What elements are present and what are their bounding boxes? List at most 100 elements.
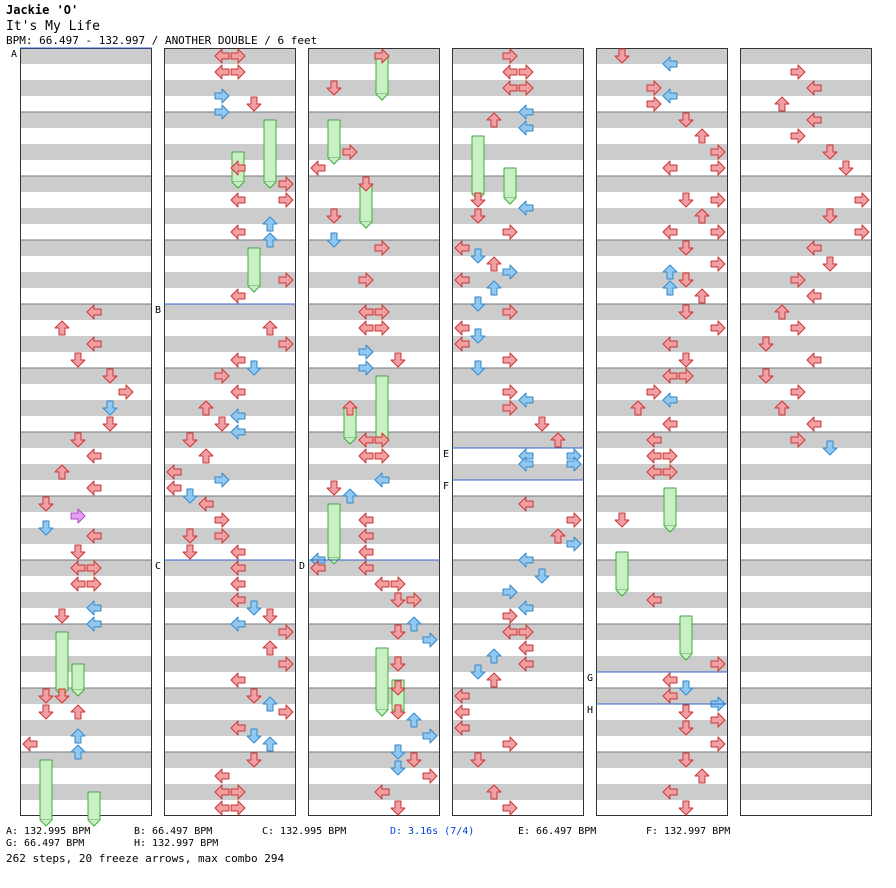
arrow-up-icon [486, 648, 502, 664]
arrow-right-icon [278, 272, 294, 288]
arrow-down-icon [470, 752, 486, 768]
arrow-right-icon [214, 512, 230, 528]
arrow-up-icon [774, 400, 790, 416]
arrow-right-icon [230, 64, 246, 80]
arrow-left-icon [806, 288, 822, 304]
arrow-left-icon [358, 304, 374, 320]
arrow-right-icon [710, 160, 726, 176]
arrow-left-icon [230, 576, 246, 592]
stripe [20, 624, 152, 640]
stripe [452, 48, 584, 64]
arrow-left-icon [86, 304, 102, 320]
arrow-up-icon [54, 464, 70, 480]
arrow-up-icon [262, 320, 278, 336]
stripe [452, 656, 584, 672]
stripe [452, 272, 584, 288]
arrow-right-icon [710, 144, 726, 160]
stripe [452, 112, 584, 128]
arrow-right-icon [854, 192, 870, 208]
arrow-up-icon [774, 304, 790, 320]
arrow-left-icon [310, 560, 326, 576]
arrow-left-icon [806, 112, 822, 128]
step-summary: 262 steps, 20 freeze arrows, max combo 2… [6, 852, 285, 865]
arrow-right-icon [502, 48, 518, 64]
freeze-arrow-tail [87, 819, 101, 827]
arrow-down-icon [358, 176, 374, 192]
arrow-left-icon [230, 616, 246, 632]
stripe [308, 80, 440, 96]
arrow-down-icon [70, 352, 86, 368]
stripe [740, 624, 872, 640]
chart-meta: BPM: 66.497 - 132.997 / ANOTHER DOUBLE /… [6, 34, 318, 47]
arrow-down-icon [246, 752, 262, 768]
arrow-right-icon [502, 608, 518, 624]
arrow-left-icon [518, 656, 534, 672]
stripe [740, 720, 872, 736]
stripe [452, 304, 584, 320]
stripe [452, 144, 584, 160]
stripe [740, 272, 872, 288]
arrow-left-icon [646, 464, 662, 480]
arrow-right-icon [374, 48, 390, 64]
arrow-left-icon [230, 544, 246, 560]
stripe [308, 400, 440, 416]
stripe [20, 752, 152, 768]
arrow-left-icon [502, 64, 518, 80]
arrow-left-icon [86, 336, 102, 352]
stripe [452, 336, 584, 352]
arrow-down-icon [246, 360, 262, 376]
stripe [452, 80, 584, 96]
arrow-down-icon [406, 752, 422, 768]
arrow-left-icon [662, 160, 678, 176]
arrow-left-icon [214, 48, 230, 64]
stripe [164, 176, 296, 192]
arrow-left-icon [454, 688, 470, 704]
section-marker-d: D [299, 561, 305, 572]
freeze-arrow [71, 663, 85, 691]
arrow-down-icon [822, 256, 838, 272]
arrow-down-icon [678, 680, 694, 696]
arrow-left-icon [86, 616, 102, 632]
stripe [164, 624, 296, 640]
arrow-down-icon [838, 160, 854, 176]
stripe [308, 432, 440, 448]
arrow-left-icon [230, 720, 246, 736]
freeze-arrow-tail [375, 93, 389, 101]
arrow-right-icon [214, 472, 230, 488]
arrow-down-icon [678, 720, 694, 736]
stripe [452, 400, 584, 416]
arrow-right-icon [518, 64, 534, 80]
arrow-up-icon [774, 96, 790, 112]
stripe [308, 592, 440, 608]
stripe [740, 144, 872, 160]
arrow-left-icon [230, 424, 246, 440]
arrow-down-icon [614, 48, 630, 64]
stripe [20, 272, 152, 288]
arrow-left-icon [86, 480, 102, 496]
freeze-arrow-tail [343, 437, 357, 445]
arrow-right-icon [710, 656, 726, 672]
stripe [740, 80, 872, 96]
freeze-arrow [327, 119, 341, 159]
arrow-left-icon [230, 592, 246, 608]
arrow-right-icon [662, 464, 678, 480]
arrow-down-icon [678, 304, 694, 320]
arrow-right-icon [86, 560, 102, 576]
arrow-left-icon [214, 768, 230, 784]
stripe [164, 560, 296, 576]
arrow-up-icon [262, 640, 278, 656]
stripe [308, 208, 440, 224]
arrow-left-icon [454, 336, 470, 352]
stripe [20, 432, 152, 448]
arrow-right-icon [646, 96, 662, 112]
stripe [452, 624, 584, 640]
arrow-down-icon [678, 272, 694, 288]
stripe [308, 464, 440, 480]
stripe [596, 304, 728, 320]
arrow-up-icon [662, 264, 678, 280]
chart-column-2 [164, 48, 296, 816]
stripe [164, 368, 296, 384]
arrow-right-icon [214, 528, 230, 544]
arrow-left-icon [374, 472, 390, 488]
stripe [596, 752, 728, 768]
